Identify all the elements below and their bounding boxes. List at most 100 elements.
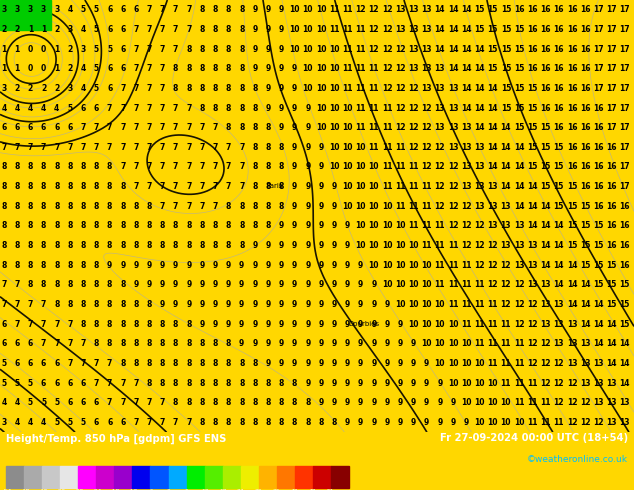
- Text: 9: 9: [252, 64, 257, 74]
- Text: 8: 8: [200, 221, 205, 230]
- Text: 11: 11: [342, 64, 353, 74]
- Text: 7: 7: [160, 398, 165, 407]
- Text: 8: 8: [146, 339, 152, 348]
- Text: 4: 4: [67, 5, 73, 14]
- Text: 5: 5: [81, 5, 86, 14]
- Text: 8: 8: [15, 221, 20, 230]
- Text: 9: 9: [398, 339, 403, 348]
- Text: 11: 11: [382, 103, 392, 113]
- Text: 2: 2: [15, 84, 20, 93]
- Text: 9: 9: [411, 398, 416, 407]
- Text: 11: 11: [395, 202, 406, 211]
- Text: 15: 15: [580, 261, 590, 270]
- Text: 9: 9: [437, 418, 443, 427]
- Bar: [79, 466, 96, 488]
- Text: 10: 10: [408, 319, 418, 329]
- Text: 9: 9: [345, 300, 350, 309]
- Text: 11: 11: [342, 84, 353, 93]
- Text: 11: 11: [355, 123, 366, 132]
- Text: 9: 9: [358, 398, 363, 407]
- Text: 9: 9: [200, 280, 205, 290]
- Text: 11: 11: [422, 202, 432, 211]
- Text: 16: 16: [540, 5, 551, 14]
- Text: 9: 9: [252, 280, 257, 290]
- Text: 16: 16: [593, 143, 604, 152]
- Text: 10: 10: [368, 182, 379, 191]
- Text: 13: 13: [540, 280, 551, 290]
- Text: 11: 11: [329, 25, 339, 34]
- Text: 8: 8: [173, 319, 178, 329]
- Bar: [295, 466, 313, 488]
- Text: 8: 8: [160, 339, 165, 348]
- Text: 5: 5: [55, 398, 60, 407]
- Text: 16: 16: [540, 45, 551, 53]
- Text: 9: 9: [332, 221, 337, 230]
- Text: 11: 11: [382, 182, 392, 191]
- Text: 10: 10: [461, 339, 472, 348]
- Text: 4: 4: [81, 25, 86, 34]
- Text: 8: 8: [318, 418, 323, 427]
- Text: 6: 6: [54, 379, 60, 388]
- Text: 8: 8: [120, 221, 126, 230]
- Text: 10: 10: [316, 45, 327, 53]
- Text: 16: 16: [593, 123, 604, 132]
- Text: 12: 12: [540, 339, 551, 348]
- Text: 11: 11: [540, 418, 551, 427]
- Text: 7: 7: [146, 5, 152, 14]
- Text: 8: 8: [212, 84, 218, 93]
- Text: 8: 8: [226, 45, 231, 53]
- Text: 13: 13: [593, 398, 604, 407]
- Text: 9: 9: [424, 418, 429, 427]
- Text: 14: 14: [501, 163, 511, 172]
- Text: 13: 13: [619, 398, 630, 407]
- Text: 11: 11: [434, 221, 445, 230]
- Text: 9: 9: [252, 45, 257, 53]
- Text: 8: 8: [239, 84, 244, 93]
- Text: 8: 8: [28, 280, 33, 290]
- Text: 9: 9: [279, 123, 284, 132]
- Text: 7: 7: [120, 123, 126, 132]
- Text: 11: 11: [527, 398, 538, 407]
- Text: 8: 8: [94, 202, 99, 211]
- Text: 8: 8: [54, 202, 60, 211]
- Text: 8: 8: [54, 241, 60, 250]
- Text: 10: 10: [355, 182, 366, 191]
- Text: 8: 8: [1, 221, 6, 230]
- Text: 18: 18: [219, 489, 226, 490]
- Text: 10: 10: [474, 398, 485, 407]
- Text: 8: 8: [266, 398, 271, 407]
- Text: 13: 13: [395, 5, 406, 14]
- Text: 9: 9: [252, 5, 257, 14]
- Text: 7: 7: [81, 359, 86, 368]
- Text: 13: 13: [448, 103, 458, 113]
- Text: 11: 11: [474, 339, 485, 348]
- Text: 16: 16: [580, 5, 590, 14]
- Text: 9: 9: [133, 280, 139, 290]
- Text: 16: 16: [567, 143, 577, 152]
- Text: 17: 17: [606, 5, 617, 14]
- Text: 11: 11: [434, 280, 445, 290]
- Text: 7: 7: [15, 300, 20, 309]
- Text: 7: 7: [160, 5, 165, 14]
- Text: 16: 16: [593, 202, 604, 211]
- Text: 7: 7: [146, 418, 152, 427]
- Text: 8: 8: [239, 103, 244, 113]
- Text: 12: 12: [434, 202, 445, 211]
- Text: 12: 12: [422, 163, 432, 172]
- Text: 15: 15: [514, 64, 524, 74]
- Text: 8: 8: [239, 123, 244, 132]
- Text: 9: 9: [411, 359, 416, 368]
- Text: 8: 8: [252, 221, 257, 230]
- Text: 8: 8: [120, 280, 126, 290]
- Text: 9: 9: [332, 339, 337, 348]
- Text: 8: 8: [81, 202, 86, 211]
- Text: 9: 9: [358, 379, 363, 388]
- Text: 15: 15: [580, 202, 590, 211]
- Text: -24: -24: [91, 489, 102, 490]
- Text: 7: 7: [133, 163, 139, 172]
- Text: 10: 10: [474, 418, 485, 427]
- Bar: [42, 466, 60, 488]
- Text: 7: 7: [226, 182, 231, 191]
- Text: 9: 9: [332, 182, 337, 191]
- Text: 7: 7: [41, 339, 46, 348]
